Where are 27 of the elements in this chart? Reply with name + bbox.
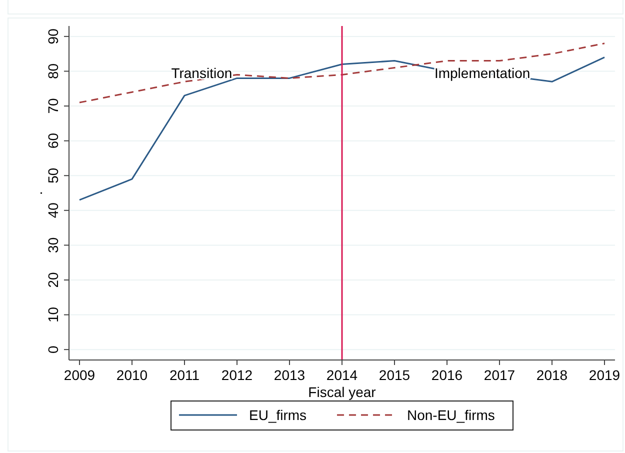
line-series bbox=[78, 42, 606, 104]
x-tick-label: 2017 bbox=[484, 367, 516, 383]
x-tick-label: 2014 bbox=[326, 367, 358, 383]
y-tick-label: 0 bbox=[45, 345, 61, 354]
y-tick-label: 90 bbox=[45, 28, 61, 44]
x-tick-label: 2013 bbox=[274, 367, 306, 383]
x-tick-label: 2011 bbox=[169, 367, 200, 383]
legend-label: EU_firms bbox=[249, 407, 307, 423]
legend-label: Non-EU_firms bbox=[407, 407, 495, 423]
x-tick-label: 2010 bbox=[116, 367, 148, 383]
x-tick-label: 2012 bbox=[221, 367, 253, 383]
y-tick-label: 80 bbox=[45, 63, 61, 80]
x-axis-title: Fiscal year bbox=[308, 384, 376, 400]
x-tick-label: 2015 bbox=[378, 367, 410, 383]
y-tick-label: 60 bbox=[45, 132, 61, 149]
y-tick-label: 20 bbox=[45, 272, 61, 288]
y-tick-label: 70 bbox=[45, 98, 61, 114]
y-axis-title: . bbox=[29, 191, 45, 195]
x-tick-label: 2009 bbox=[64, 367, 96, 383]
y-tick-label: 50 bbox=[45, 168, 61, 184]
y-tick-label: 30 bbox=[45, 237, 61, 253]
x-tick-label: 2019 bbox=[588, 367, 620, 383]
x-tick-label: 2016 bbox=[431, 367, 463, 383]
y-tick-label: 40 bbox=[45, 202, 61, 218]
y-tick-label: 10 bbox=[45, 306, 61, 323]
annotation: Transition bbox=[171, 65, 232, 81]
x-tick-label: 2018 bbox=[536, 367, 568, 383]
